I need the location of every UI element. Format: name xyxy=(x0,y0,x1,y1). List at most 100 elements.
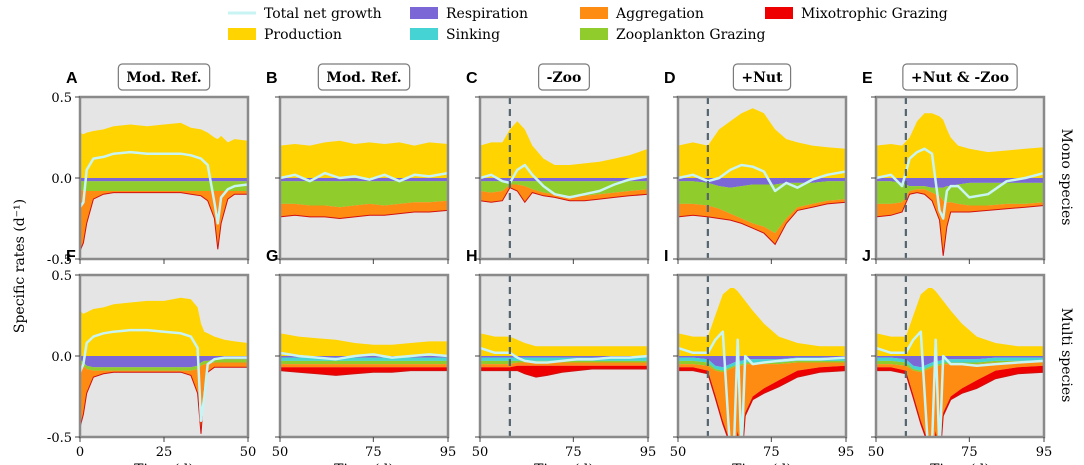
legend-swatch xyxy=(580,7,608,19)
legend-swatch xyxy=(765,7,793,19)
x-tick-label: 95 xyxy=(440,445,457,460)
respiration-area xyxy=(678,178,846,188)
y-tick-label: 0.0 xyxy=(51,172,72,187)
x-tick-label: 50 xyxy=(272,445,289,460)
net-growth-line xyxy=(280,351,448,361)
x-axis-label: Time (d) xyxy=(534,462,594,465)
x-tick-label: 75 xyxy=(961,445,978,460)
aggregation-area xyxy=(480,362,648,368)
panel-title: -Zoo xyxy=(538,63,590,91)
production-area xyxy=(678,108,846,178)
x-axis-label: Time (d) xyxy=(134,462,194,465)
panels: 0.5 0.0 -0.5 A Mod. Ref. B Mod. Ref. C -Zoo D +Nut… xyxy=(47,63,1052,465)
aggregation-area xyxy=(80,189,248,251)
panel-C: C -Zoo xyxy=(466,63,650,264)
net-growth-line xyxy=(876,147,1044,220)
net-growth-line xyxy=(480,163,648,199)
sinking-area xyxy=(876,357,1044,371)
legend-swatch xyxy=(410,28,438,40)
legend-swatch xyxy=(228,28,256,40)
x-tick-label: 50 xyxy=(472,445,489,460)
net-growth-line xyxy=(80,328,248,423)
total-loss-outline xyxy=(480,368,648,378)
respiration-area xyxy=(876,356,1044,368)
x-axis-label: Time (d) xyxy=(334,462,394,465)
production-area xyxy=(80,297,248,356)
legend-item: Zooplankton Grazing xyxy=(580,27,765,43)
panel-letter: H xyxy=(466,248,478,265)
panel-I: 50 75 95 Time (d) I xyxy=(664,248,854,465)
panel-title-text: -Zoo xyxy=(547,70,582,86)
legend-item: Respiration xyxy=(410,6,528,22)
panel-title-text: +Nut & -Zoo xyxy=(911,70,1009,86)
net-growth-line xyxy=(876,330,1044,437)
panel-F: 0.5 0.0 -0.5 0 25 50 Time (d) F xyxy=(47,248,256,465)
x-tick-label: 95 xyxy=(838,445,855,460)
legend-item: Mixotrophic Grazing xyxy=(765,6,948,22)
sinking-area xyxy=(280,357,448,361)
panel-H: 50 75 95 Time (d) H xyxy=(466,248,656,465)
aggregation-area xyxy=(280,200,448,219)
zooplankton-grazing-area xyxy=(280,181,448,208)
aggregation-area xyxy=(678,199,846,245)
sinking-area xyxy=(678,357,846,371)
x-tick-label: 95 xyxy=(1036,445,1053,460)
panel-title: Mod. Ref. xyxy=(317,63,411,91)
net-growth-line xyxy=(280,171,448,183)
legend-label: Zooplankton Grazing xyxy=(616,27,765,43)
aggregation-area xyxy=(876,362,1044,437)
x-tick-label: 25 xyxy=(156,445,173,460)
legend-swatch xyxy=(580,28,608,40)
total-loss-outline xyxy=(678,370,846,437)
y-axis-label: Specific rates (d⁻¹) xyxy=(12,199,28,333)
y-tick-label: -0.5 xyxy=(47,253,72,268)
x-tick-label: 75 xyxy=(763,445,780,460)
x-axis-label: Time (d) xyxy=(930,462,990,465)
aggregation-area xyxy=(678,362,846,437)
x-tick-label: 95 xyxy=(640,445,657,460)
legend-label: Respiration xyxy=(446,6,528,22)
respiration-area xyxy=(80,356,248,368)
net-growth-line xyxy=(80,150,248,225)
x-tick-label: 50 xyxy=(868,445,885,460)
net-growth-line xyxy=(678,330,846,437)
production-area xyxy=(480,121,648,178)
legend-swatch xyxy=(410,7,438,19)
production-area xyxy=(280,140,448,178)
x-tick-label: 75 xyxy=(565,445,582,460)
x-tick-label: 0 xyxy=(76,445,84,460)
y-tick-label: 0.5 xyxy=(51,269,72,284)
mixotrophic-grazing-area xyxy=(280,367,448,376)
total-loss-outline xyxy=(480,187,648,204)
panel-title-text: Mod. Ref. xyxy=(126,70,201,86)
panel-D: D +Nut xyxy=(664,63,848,264)
net-growth-line xyxy=(678,163,846,193)
legend-item: Sinking xyxy=(410,27,500,43)
x-tick-label: 75 xyxy=(365,445,382,460)
panel-letter: A xyxy=(66,70,78,87)
zooplankton-grazing-area xyxy=(80,359,248,371)
legend-label: Production xyxy=(264,27,342,43)
panel-letter: B xyxy=(266,70,278,87)
respiration-area xyxy=(480,178,648,182)
x-axis-label: Time (d) xyxy=(732,462,792,465)
zooplankton-grazing-area xyxy=(678,181,846,234)
zooplankton-grazing-area xyxy=(480,181,648,196)
panel-title: +Nut & -Zoo xyxy=(902,63,1018,91)
panel-letter: E xyxy=(862,70,873,87)
x-tick-label: 50 xyxy=(670,445,687,460)
production-area xyxy=(876,288,1044,356)
total-loss-outline xyxy=(876,370,1044,437)
panel-E: E +Nut & -Zoo xyxy=(862,63,1046,264)
panel-J: 50 75 95 Time (d) J xyxy=(862,248,1052,465)
panel-title-text: Mod. Ref. xyxy=(326,70,401,86)
y-tick-label: -0.5 xyxy=(47,431,72,446)
respiration-area xyxy=(678,356,846,368)
respiration-area xyxy=(876,178,1044,188)
respiration-area xyxy=(80,178,248,182)
total-loss-outline xyxy=(80,366,248,434)
x-tick-label: 50 xyxy=(240,445,257,460)
production-area xyxy=(876,113,1044,178)
panel-title-text: +Nut xyxy=(741,70,783,86)
